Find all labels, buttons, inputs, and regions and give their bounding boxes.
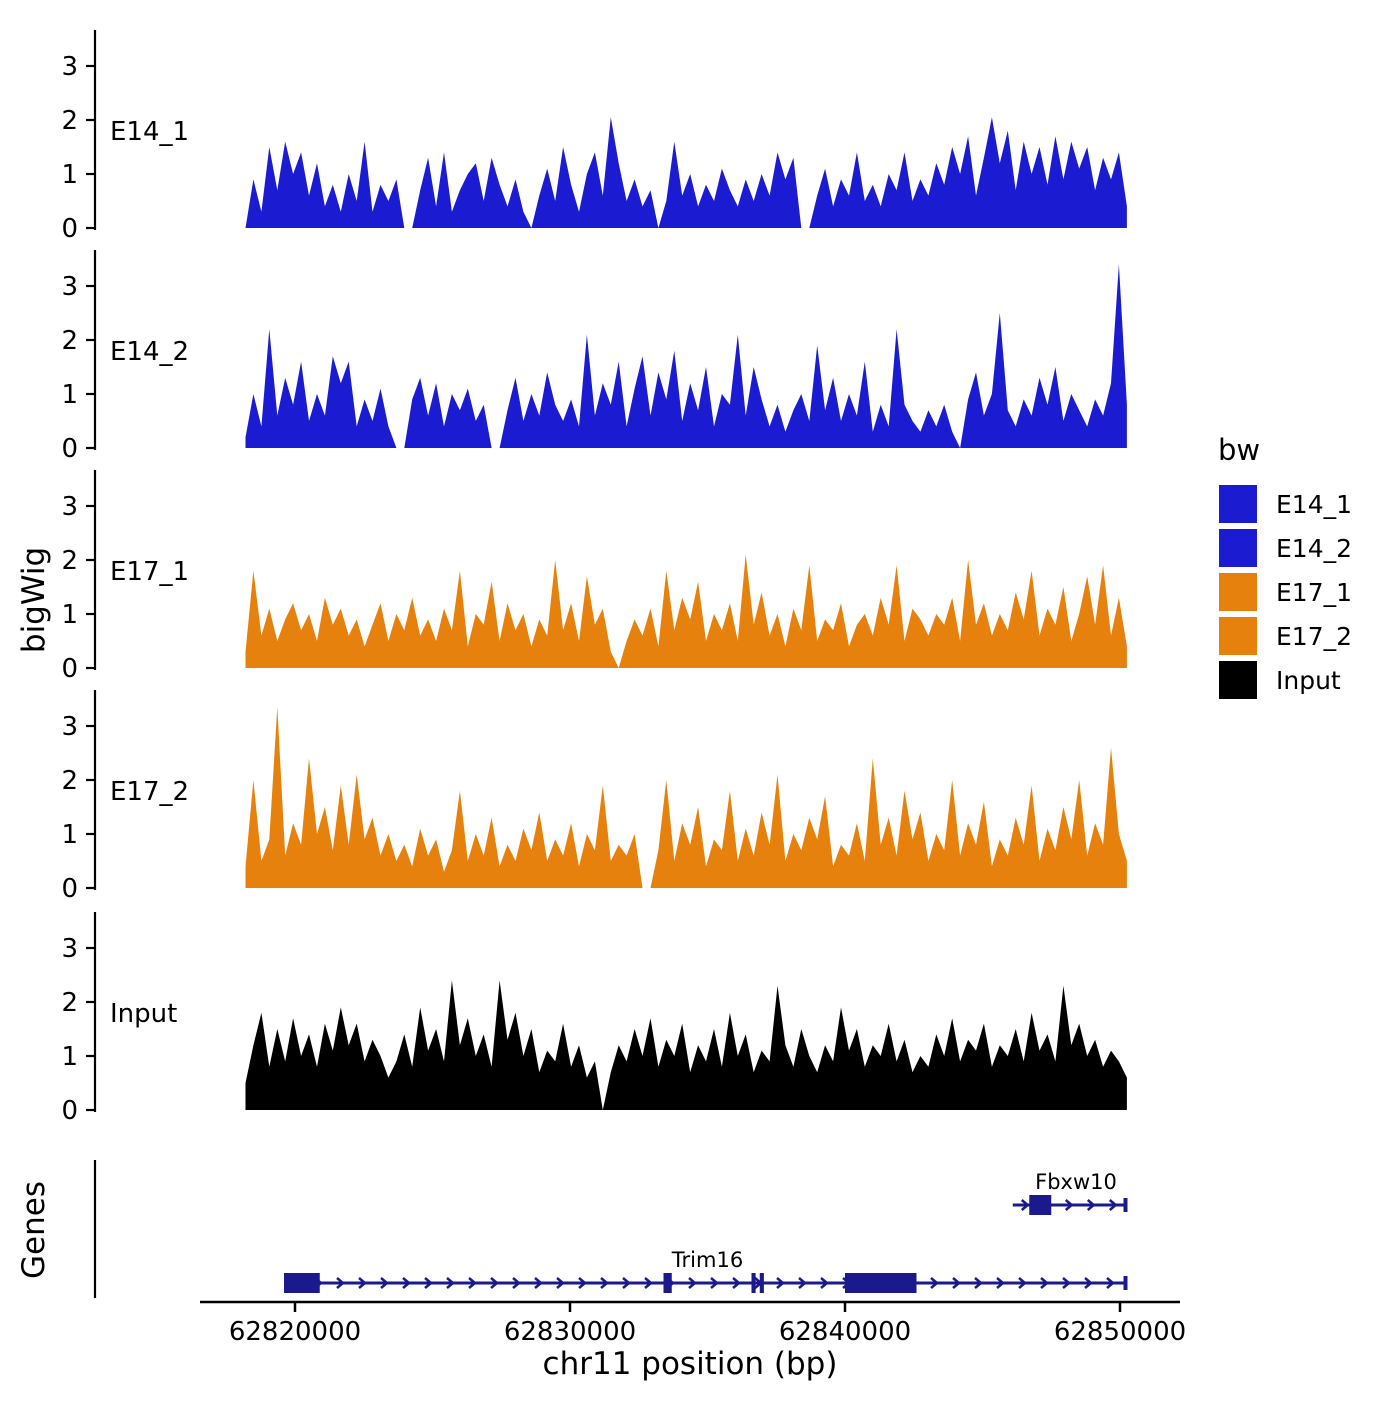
- strand-arrow-icon: [930, 1277, 939, 1289]
- legend-swatch-E17_2: [1217, 615, 1259, 657]
- strand-arrow-icon: [798, 1277, 807, 1289]
- strand-arrow-icon: [1040, 1277, 1049, 1289]
- y-tick-label: 1: [61, 380, 78, 410]
- track-label-E14_2: E14_2: [110, 337, 189, 367]
- strand-arrow-icon: [380, 1277, 389, 1289]
- strand-arrow-icon: [600, 1277, 609, 1289]
- legend-label-E14_1: E14_1: [1276, 490, 1352, 519]
- y-tick-label: 2: [61, 106, 78, 136]
- strand-arrow-icon: [446, 1277, 455, 1289]
- gene-end-marker: [1123, 1198, 1128, 1212]
- track-area-E14_2: [245, 264, 1127, 448]
- track-label-E14_1: E14_1: [110, 117, 189, 147]
- strand-arrow-icon: [776, 1277, 785, 1289]
- strand-arrow-icon: [974, 1277, 983, 1289]
- strand-arrow-icon: [952, 1277, 961, 1289]
- track-label-E17_1: E17_1: [110, 557, 189, 587]
- y-tick-label: 2: [61, 988, 78, 1018]
- genes-axis-title: Genes: [16, 1181, 52, 1279]
- strand-arrow-icon: [358, 1277, 367, 1289]
- x-tick-label: 62840000: [779, 1317, 911, 1347]
- y-tick-label: 0: [61, 654, 78, 684]
- gene-exon-Trim16: [663, 1273, 672, 1293]
- x-tick-label: 62850000: [1054, 1317, 1186, 1347]
- y-tick-label: 0: [61, 214, 78, 244]
- track-label-Input: Input: [110, 999, 177, 1029]
- y-tick-label: 0: [61, 874, 78, 904]
- y-tick-label: 1: [61, 600, 78, 630]
- y-tick-label: 0: [61, 434, 78, 464]
- strand-arrow-icon: [688, 1277, 697, 1289]
- x-tick-label: 62830000: [504, 1317, 636, 1347]
- gene-exon-Trim16: [845, 1273, 917, 1293]
- legend-swatch-E14_2: [1217, 527, 1259, 569]
- legend-swatch-E17_1: [1217, 571, 1259, 613]
- x-axis-title: chr11 position (bp): [543, 1346, 838, 1382]
- strand-arrow-icon: [622, 1277, 631, 1289]
- strand-arrow-icon: [710, 1277, 719, 1289]
- strand-arrow-icon: [1084, 1277, 1093, 1289]
- strand-arrow-icon: [490, 1277, 499, 1289]
- strand-arrow-icon: [1064, 1199, 1074, 1211]
- legend-label-E17_2: E17_2: [1276, 622, 1352, 651]
- strand-arrow-icon: [1108, 1199, 1118, 1211]
- y-tick-label: 1: [61, 820, 78, 850]
- genes-track-group: Fbxw10 Trim16: [93, 1160, 1128, 1298]
- legend-label-E14_2: E14_2: [1276, 534, 1352, 563]
- gene-end-marker: [1123, 1276, 1128, 1290]
- strand-arrow-icon: [1018, 1277, 1027, 1289]
- gene-label-Trim16: Trim16: [671, 1248, 743, 1272]
- y-axis-title: bigWig: [16, 547, 52, 653]
- gene-exon-Trim16: [751, 1273, 756, 1293]
- strand-arrow-icon: [1020, 1199, 1030, 1211]
- track-area-E14_1: [245, 117, 1127, 228]
- legend-swatch-E14_1: [1217, 483, 1259, 525]
- y-tick-label: 3: [61, 272, 78, 302]
- strand-arrow-icon: [1086, 1199, 1096, 1211]
- strand-arrow-icon: [820, 1277, 829, 1289]
- y-tick-label: 3: [61, 712, 78, 742]
- y-tick-label: 0: [61, 1096, 78, 1126]
- x-axis-group: 62820000 62830000 62840000 62850000: [200, 1300, 1186, 1347]
- strand-arrow-icon: [1106, 1277, 1115, 1289]
- x-tick-label: 62820000: [229, 1317, 361, 1347]
- strand-arrow-icon: [644, 1277, 653, 1289]
- gene-exon-Trim16: [759, 1273, 764, 1293]
- legend-swatch-Input: [1217, 659, 1259, 701]
- y-tick-label: 1: [61, 160, 78, 190]
- strand-arrow-icon: [578, 1277, 587, 1289]
- coverage-tracks-group: 0 1 2 3 E14_1 0 1 2 3 E14_2 0 1 2 3 E17_1 0 1 2 3 E17_2 0 1 2 3…: [61, 30, 1127, 1126]
- strand-arrow-icon: [424, 1277, 433, 1289]
- track-label-E17_2: E17_2: [110, 777, 189, 807]
- gene-exon-Fbxw10: [1029, 1195, 1052, 1215]
- strand-arrow-icon: [996, 1277, 1005, 1289]
- legend-group: E14_1 E14_2 E17_1 E17_2 Input: [1217, 483, 1352, 701]
- legend-label-Input: Input: [1276, 666, 1341, 695]
- strand-arrow-icon: [534, 1277, 543, 1289]
- strand-arrow-icon: [336, 1277, 345, 1289]
- y-tick-label: 2: [61, 766, 78, 796]
- track-area-E17_1: [245, 554, 1127, 668]
- gene-exon-Trim16: [284, 1273, 320, 1293]
- strand-arrow-icon: [1062, 1277, 1071, 1289]
- track-area-E17_2: [245, 707, 1127, 888]
- gene-label-Fbxw10: Fbxw10: [1035, 1170, 1117, 1194]
- strand-arrow-icon: [512, 1277, 521, 1289]
- y-tick-label: 1: [61, 1042, 78, 1072]
- strand-arrow-icon: [402, 1277, 411, 1289]
- strand-arrow-icon: [732, 1277, 741, 1289]
- y-tick-label: 3: [61, 492, 78, 522]
- y-tick-label: 2: [61, 326, 78, 356]
- track-area-Input: [245, 980, 1127, 1110]
- legend-title: bw: [1218, 433, 1260, 467]
- strand-arrow-icon: [556, 1277, 565, 1289]
- y-tick-label: 3: [61, 52, 78, 82]
- strand-arrow-icon: [468, 1277, 477, 1289]
- y-tick-label: 3: [61, 934, 78, 964]
- y-tick-label: 2: [61, 546, 78, 576]
- legend-label-E17_1: E17_1: [1276, 578, 1352, 607]
